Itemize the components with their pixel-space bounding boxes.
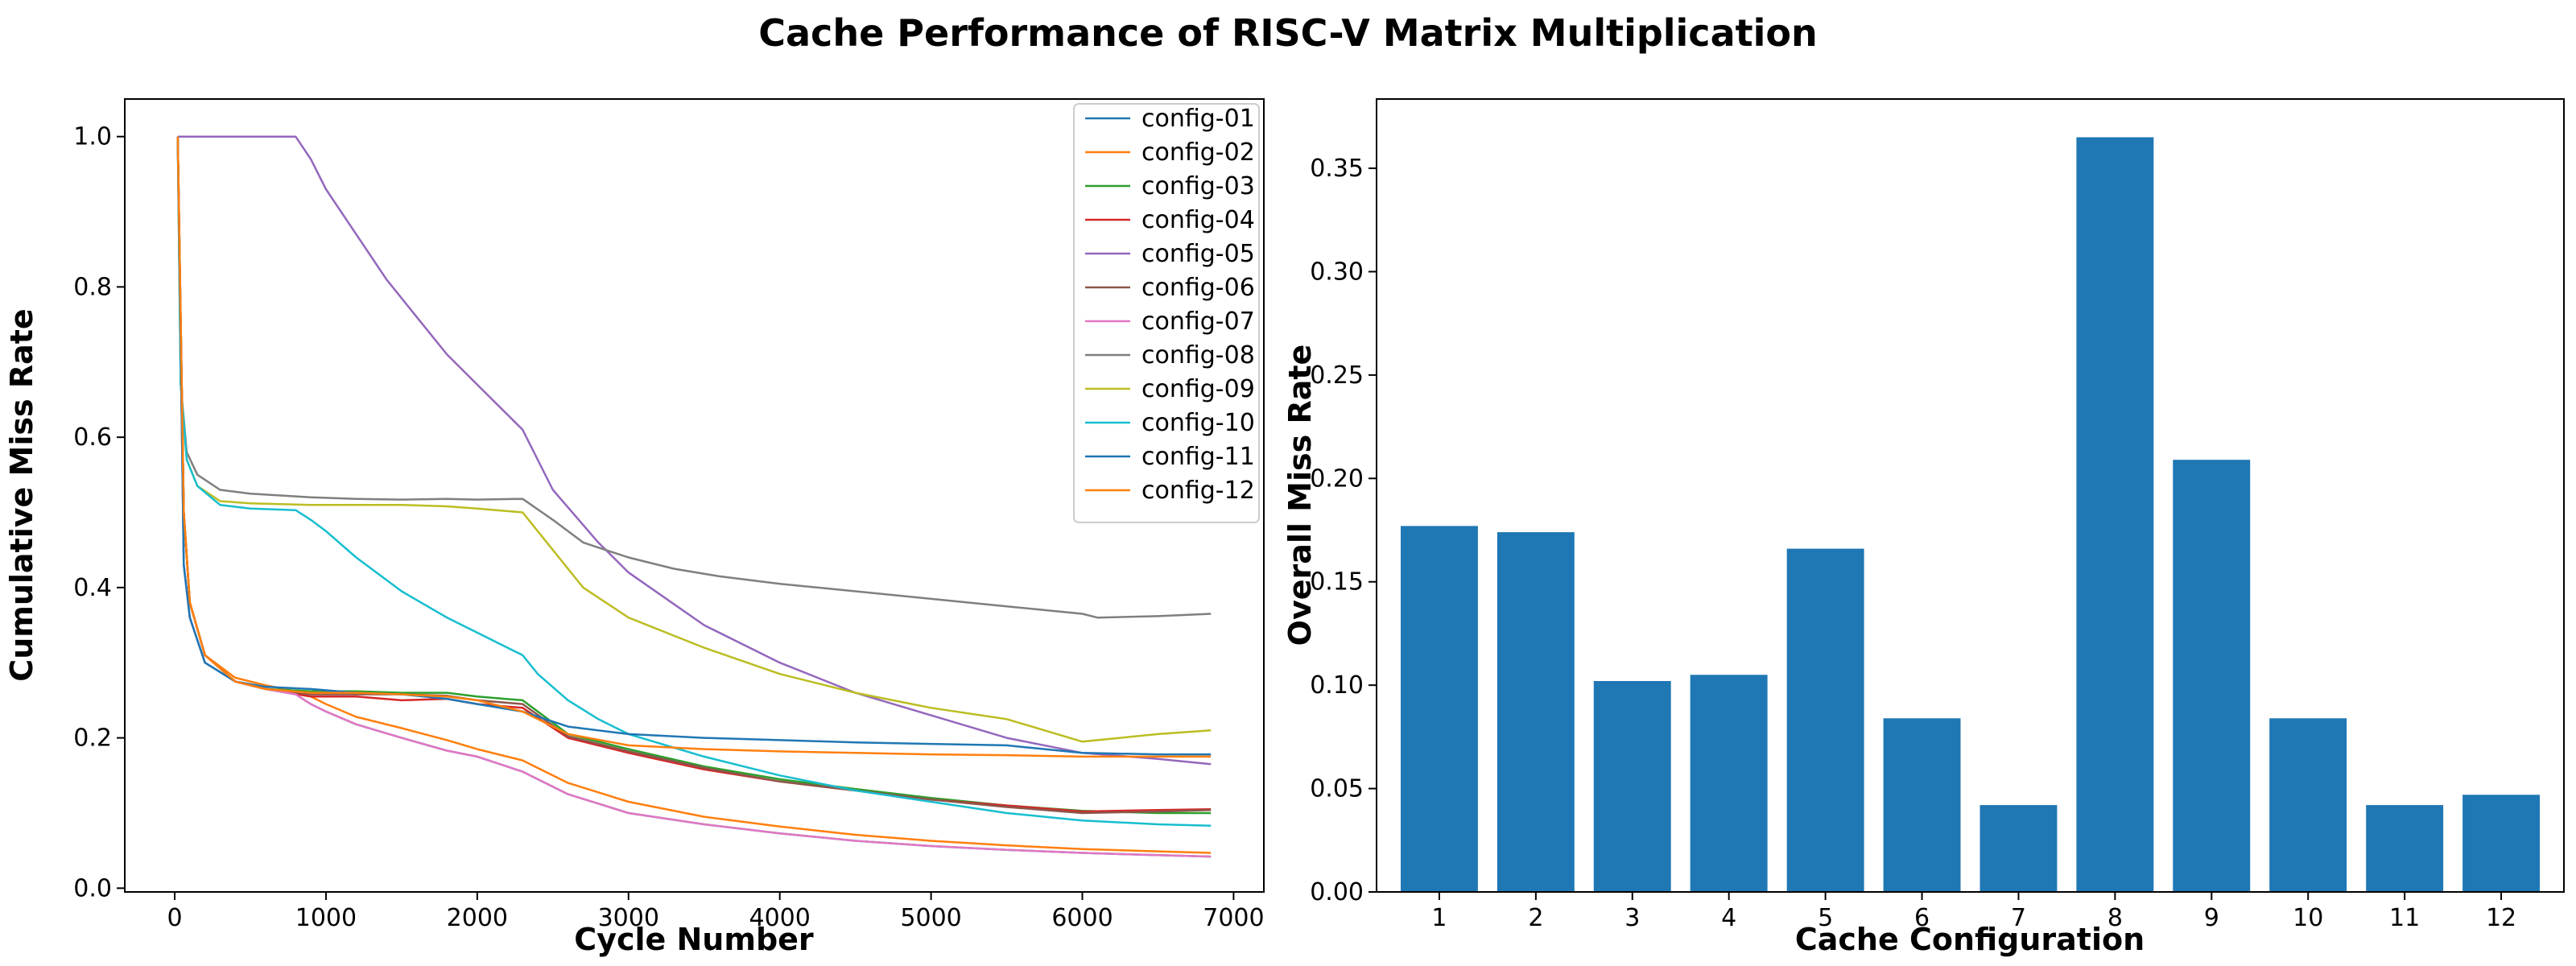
line-chart-xlabel: Cycle Number (574, 922, 814, 957)
bar-11 (2366, 805, 2444, 892)
y-tick-label: 0.15 (1310, 568, 1364, 597)
line-series-config-05 (177, 135, 1212, 766)
x-tick-label: 3 (1624, 904, 1640, 932)
x-tick-label: 5000 (900, 904, 961, 932)
legend-label-config-04: config-04 (1141, 206, 1255, 234)
y-tick-label: 0.0 (73, 874, 112, 902)
y-tick-label: 0.8 (73, 273, 112, 301)
line-chart-ylabel: Cumulative Miss Rate (4, 308, 39, 681)
line-series-config-10 (176, 136, 1212, 828)
line-chart: 0 1000 2000 3000 4000 5000 6000 7000 0.0 0.2 0.4 0.… (4, 98, 1265, 957)
line-series-config-02 (176, 136, 1212, 854)
legend: config-01 config-02 config-03 config-04 conf… (1073, 103, 1260, 523)
y-tick-label: 0.10 (1310, 671, 1364, 700)
legend-label-config-01: config-01 (1141, 105, 1255, 133)
legend-label-config-08: config-08 (1141, 341, 1255, 369)
x-tick-label: 7 (2011, 904, 2026, 932)
line-series-config-09 (176, 136, 1212, 743)
legend-label-config-02: config-02 (1141, 138, 1255, 167)
x-tick-label: 3000 (598, 904, 659, 932)
legend-label-config-09: config-09 (1141, 375, 1255, 403)
x-tick-label: 9 (2204, 904, 2219, 932)
bar-1 (1401, 526, 1478, 892)
legend-label-config-12: config-12 (1141, 477, 1255, 505)
x-tick-label: 6 (1914, 904, 1930, 932)
y-tick-label: 0.2 (73, 724, 112, 753)
bar-chart-ticks: 1 2 3 4 5 6 7 8 9 10 11 120.000.050.100.150.200.250… (1310, 155, 2516, 932)
y-tick-label: 0.25 (1310, 361, 1364, 390)
x-tick-label: 2 (1528, 904, 1543, 932)
bar-5 (1786, 548, 1864, 892)
bar-6 (1883, 718, 1961, 892)
legend-label-config-11: config-11 (1141, 443, 1255, 471)
x-tick-label: 4 (1721, 904, 1736, 932)
bar-8 (2076, 137, 2154, 892)
bar-4 (1690, 675, 1768, 892)
bar-2 (1496, 532, 1575, 892)
legend-label-config-05: config-05 (1141, 240, 1255, 268)
line-series-config-04 (176, 136, 1212, 813)
y-tick-label: 0.6 (73, 423, 112, 452)
x-tick-label: 11 (2389, 904, 2420, 932)
legend-label-config-06: config-06 (1141, 274, 1255, 302)
y-tick-label: 0.30 (1310, 258, 1364, 286)
legend-label-config-07: config-07 (1141, 308, 1255, 336)
x-tick-label: 4000 (749, 904, 810, 932)
legend-box (1073, 103, 1260, 523)
x-tick-label: 1 (1431, 904, 1447, 932)
legend-label-config-10: config-10 (1141, 409, 1255, 437)
y-tick-label: 0.20 (1310, 464, 1364, 493)
x-tick-label: 5 (1818, 904, 1833, 932)
y-tick-label: 0.4 (73, 574, 112, 602)
line-chart-frame (124, 98, 1265, 893)
y-tick-label: 0.00 (1310, 878, 1364, 906)
bar-chart: 1 2 3 4 5 6 7 8 9 10 11 120.000.050.100.150.200.250… (1282, 98, 2565, 957)
bar-chart-xlabel: Cache Configuration (1795, 922, 2145, 957)
line-series-group (176, 135, 1212, 858)
x-tick-label: 10 (2293, 904, 2323, 932)
bar-chart-ylabel: Overall Miss Rate (1282, 345, 1318, 646)
line-series-config-06 (176, 136, 1212, 815)
line-series-config-03 (176, 136, 1212, 815)
bar-9 (2173, 460, 2251, 892)
bar-10 (2269, 718, 2347, 892)
figure-title: Cache Performance of RISC-V Matrix Multi… (758, 11, 1818, 55)
x-tick-label: 12 (2486, 904, 2516, 932)
bar-3 (1593, 681, 1671, 892)
x-tick-label: 2000 (447, 904, 508, 932)
bar-12 (2462, 795, 2540, 892)
line-series-config-08 (176, 136, 1212, 619)
bar-7 (1979, 805, 2058, 892)
x-tick-label: 7000 (1203, 904, 1264, 932)
y-tick-label: 0.35 (1310, 155, 1364, 183)
bar-chart-frame (1376, 98, 2565, 893)
x-tick-label: 6000 (1051, 904, 1113, 932)
line-series-config-11 (176, 136, 1212, 756)
line-chart-ticks: 0 1000 2000 3000 4000 5000 6000 7000 0.0 0.2 0.4 0.… (73, 123, 1264, 932)
line-series-config-12 (176, 136, 1212, 758)
y-tick-label: 0.05 (1310, 775, 1364, 803)
y-tick-label: 1.0 (73, 123, 112, 151)
legend-label-config-03: config-03 (1141, 172, 1255, 200)
bar-series (1401, 137, 2540, 892)
x-tick-label: 8 (2107, 904, 2123, 932)
x-tick-label: 1000 (295, 904, 357, 932)
x-tick-label: 0 (167, 904, 182, 932)
